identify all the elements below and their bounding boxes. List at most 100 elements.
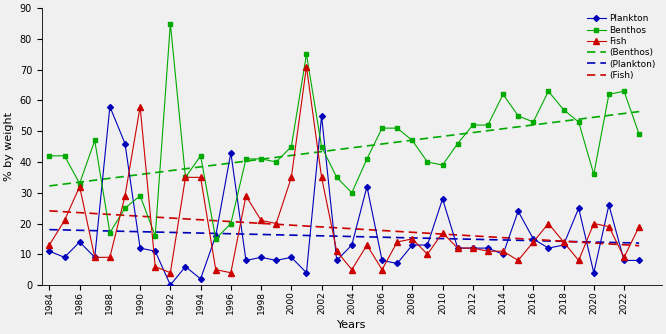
Fish [302,64,310,68]
Benthos [469,123,477,127]
Fish [544,221,552,225]
Fish [393,240,401,244]
Fish [454,246,462,250]
Y-axis label: % by weight: % by weight [4,112,14,181]
Plankton [242,259,250,263]
Fish [469,246,477,250]
Benthos [45,154,53,158]
Plankton [484,246,492,250]
Benthos [136,194,144,198]
Plankton [151,249,159,253]
Benthos [196,154,204,158]
Fish [378,268,386,272]
Plankton [106,105,114,109]
Plankton [514,209,522,213]
Fish [196,175,204,179]
Fish [45,243,53,247]
Fish [61,218,69,222]
Benthos [529,120,537,124]
Plankton [393,262,401,266]
Plankton [363,185,371,189]
Benthos [272,160,280,164]
Benthos [348,191,356,195]
Plankton [544,246,552,250]
Plankton [378,259,386,263]
Fish [424,252,432,256]
Fish [559,240,567,244]
Plankton [227,151,235,155]
Benthos [333,175,341,179]
Benthos [182,175,190,179]
Fish [514,259,522,263]
Benthos [151,234,159,238]
Fish [182,175,190,179]
Plankton [333,259,341,263]
Benthos [378,126,386,130]
Plankton [136,246,144,250]
Benthos [454,142,462,146]
Line: Benthos: Benthos [47,21,641,241]
Plankton [121,142,129,146]
Fish [318,175,326,179]
Plankton [182,265,190,269]
Fish [590,221,598,225]
Plankton [408,243,416,247]
Plankton [499,252,507,256]
Benthos [166,22,174,26]
Benthos [559,108,567,112]
Fish [121,194,129,198]
Plankton [635,259,643,263]
Fish [348,268,356,272]
Plankton [620,259,628,263]
Plankton [212,234,220,238]
Plankton [559,243,567,247]
Plankton [318,114,326,118]
Fish [227,271,235,275]
Benthos [318,145,326,149]
Benthos [61,154,69,158]
Plankton [45,249,53,253]
Plankton [76,240,84,244]
Fish [136,105,144,109]
Fish [575,259,583,263]
Benthos [484,123,492,127]
Benthos [302,52,310,56]
Benthos [76,181,84,185]
Fish [242,194,250,198]
Fish [363,243,371,247]
Benthos [121,206,129,210]
Fish [272,221,280,225]
Plankton [257,255,265,259]
Benthos [590,172,598,176]
Fish [408,237,416,241]
Benthos [620,89,628,93]
Fish [151,265,159,269]
Fish [605,224,613,228]
Benthos [635,132,643,136]
Fish [439,231,447,235]
Plankton [469,246,477,250]
Benthos [257,157,265,161]
Benthos [544,89,552,93]
Benthos [106,231,114,235]
Benthos [424,160,432,164]
Fish [529,240,537,244]
Benthos [363,157,371,161]
Plankton [529,237,537,241]
Benthos [393,126,401,130]
Plankton [91,255,99,259]
Legend: Plankton, Benthos, Fish, (Benthos), (Plankton), (Fish): Plankton, Benthos, Fish, (Benthos), (Pla… [585,13,657,81]
Plankton [575,206,583,210]
Benthos [212,237,220,241]
Plankton [166,283,174,287]
Line: Plankton: Plankton [47,105,641,287]
Plankton [61,255,69,259]
Benthos [499,92,507,96]
Benthos [605,92,613,96]
Plankton [439,197,447,201]
Line: Fish: Fish [47,64,642,276]
Fish [287,175,295,179]
Plankton [605,203,613,207]
Benthos [91,138,99,142]
Fish [499,249,507,253]
